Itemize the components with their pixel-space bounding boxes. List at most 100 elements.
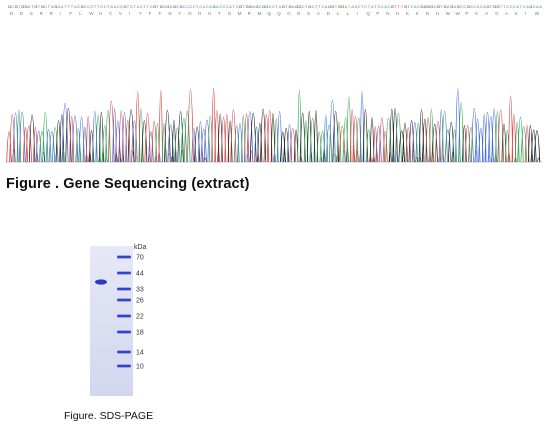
base-call-letter: C [523, 4, 526, 9]
amino-acid-letter: F [149, 11, 152, 16]
trace-peak [197, 121, 203, 163]
amino-acid-letter: K [515, 11, 518, 16]
trace-peak [115, 120, 121, 163]
trace-peak [402, 123, 408, 163]
base-call-letter: G [529, 4, 532, 9]
amino-acid-letter: Q [267, 11, 271, 16]
base-call-letter: C [223, 4, 226, 9]
marker-band [117, 298, 131, 302]
base-call-letter: T [440, 4, 443, 9]
trace-shoulder [134, 156, 138, 163]
amino-acid-letter: W [456, 11, 461, 16]
base-call-letter: G [41, 4, 44, 9]
trace-peak [342, 117, 349, 163]
trace-peak [530, 129, 537, 163]
trace-peak [180, 118, 188, 163]
sds-page-caption: Figure. SDS-PAGE [64, 410, 154, 422]
trace-peak [6, 131, 12, 163]
trace-peak [246, 111, 254, 163]
base-call-letter: A [110, 4, 113, 9]
marker-band [117, 271, 131, 275]
base-call-letter: C [206, 4, 209, 9]
base-call-letter: T [368, 4, 371, 9]
marker-label: 18 [136, 330, 144, 337]
base-call-letter: T [48, 4, 51, 9]
trace-peak [211, 88, 216, 163]
base-call-letter: C [269, 4, 272, 9]
trace-peak [289, 127, 297, 163]
marker-label: 14 [136, 350, 144, 357]
trace-peak [191, 127, 197, 163]
trace-peak [415, 123, 421, 163]
base-call-letter: C [322, 4, 325, 9]
amino-acid-letter: L [347, 11, 350, 16]
amino-acid-letter: D [327, 11, 331, 16]
base-call-letter: T [503, 4, 506, 9]
base-call-letter: G [437, 4, 440, 9]
base-call-letter: G [308, 4, 311, 9]
base-call-letter: C [480, 4, 483, 9]
base-call-letter: T [374, 4, 377, 9]
trace-peak [336, 121, 342, 163]
base-call-letter: A [252, 4, 255, 9]
base-call-letter: C [91, 4, 94, 9]
base-call-letter: C [186, 4, 189, 9]
base-call-letter: T [348, 4, 351, 9]
amino-acid-letter: G [228, 11, 232, 16]
base-call-letter: T [64, 4, 67, 9]
base-call-letter: A [355, 4, 358, 9]
base-call-letter: C [190, 4, 193, 9]
amino-acid-letter: A [317, 11, 320, 16]
trace-peak [167, 124, 174, 163]
amino-acid-letter: L [79, 11, 82, 16]
trace-peak [325, 124, 333, 163]
base-call-letter: C [226, 4, 229, 9]
base-call-letter: A [454, 4, 457, 9]
base-call-letter: C [130, 4, 133, 9]
amino-acid-letter: F [69, 11, 72, 16]
trace-peak [23, 127, 28, 163]
amino-acid-letter: V [485, 11, 488, 16]
base-call-letter: A [229, 4, 232, 9]
base-call-letter: C [417, 4, 420, 9]
marker-label: 26 [136, 298, 144, 305]
base-call-letter: T [147, 4, 150, 9]
amino-acid-letter: A [505, 11, 508, 16]
base-call-letter: T [394, 4, 397, 9]
base-call-letter: T [490, 4, 493, 9]
base-call-letter: C [358, 4, 361, 9]
base-call-letter: C [100, 4, 103, 9]
trace-peak [444, 129, 452, 163]
sample-band [95, 279, 107, 285]
trace-peak [405, 127, 412, 163]
trace-peak [177, 111, 184, 163]
marker-ladder [117, 255, 131, 368]
trace-peak [89, 130, 94, 163]
trace-peak [338, 125, 346, 163]
base-call-letter: A [216, 4, 219, 9]
base-call-letter: T [97, 4, 100, 9]
base-call-letter: G [496, 4, 499, 9]
base-call-letter: C [378, 4, 381, 9]
amino-acid-letter: N [386, 11, 389, 16]
base-call-letter: T [38, 4, 41, 9]
base-call-letter: C [312, 4, 315, 9]
marker-label: 10 [136, 364, 144, 371]
trace-peak [438, 109, 444, 163]
base-call-letter: G [15, 4, 18, 9]
base-call-letter: G [467, 4, 470, 9]
trace-peak [270, 113, 276, 163]
base-call-letter: C [460, 4, 463, 9]
marker-band [117, 350, 131, 354]
gene-sequencing-caption: Figure . Gene Sequencing (extract) [6, 176, 250, 192]
marker-band [117, 287, 131, 291]
trace-peak [25, 125, 32, 163]
amino-acid-letter: L [337, 11, 340, 16]
base-call-letter: C [77, 4, 80, 9]
amino-acid-letter: W [535, 11, 540, 16]
base-call-letter: G [331, 4, 334, 9]
base-call-letter: C [120, 4, 123, 9]
amino-acid-letter: Q [366, 11, 370, 16]
trace-peak [141, 120, 148, 163]
base-call-letter: G [246, 4, 249, 9]
